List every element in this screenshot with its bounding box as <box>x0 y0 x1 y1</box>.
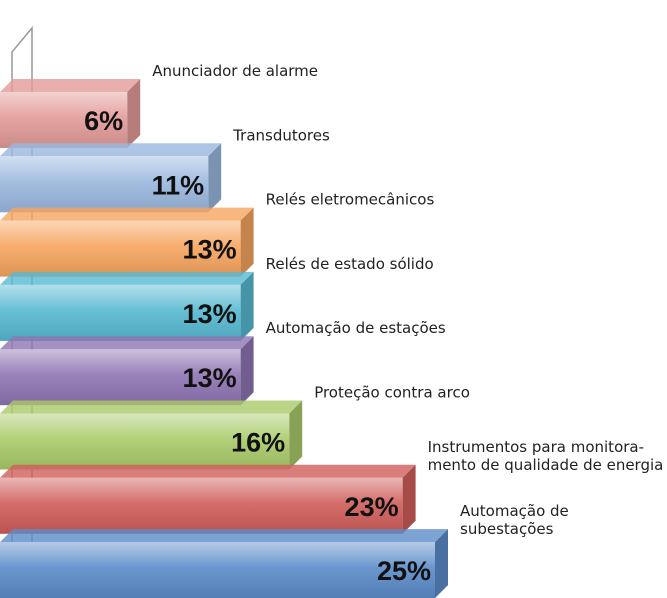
bar-shine <box>0 542 435 598</box>
bar-shine <box>0 349 241 406</box>
bar-side <box>435 529 448 598</box>
bar-side <box>289 400 303 470</box>
bar <box>0 400 303 470</box>
category-label: Automação de subestações <box>460 502 569 538</box>
category-label: Anunciador de alarme <box>152 62 318 80</box>
category-label: Proteção contra arco <box>314 384 470 402</box>
value-label: 16% <box>231 428 285 458</box>
bar <box>0 143 222 213</box>
bar-top <box>0 79 141 92</box>
category-label: Relés eletromecânicos <box>266 191 435 209</box>
bar-side <box>127 79 141 148</box>
bar-top <box>0 464 416 478</box>
value-label: 25% <box>377 556 431 586</box>
bar-top <box>0 143 222 157</box>
bar <box>0 529 448 598</box>
bar <box>0 336 254 406</box>
bar-side <box>240 207 254 277</box>
bar-shine <box>0 477 403 534</box>
bar-top <box>0 529 448 543</box>
value-label: 13% <box>183 299 237 329</box>
bar <box>0 79 141 148</box>
bar-top <box>0 207 254 221</box>
bar-top <box>0 271 254 285</box>
value-label: 11% <box>152 170 205 200</box>
bar-side <box>240 336 254 406</box>
category-label: Instrumentos para monitora-mento de qual… <box>428 438 664 474</box>
value-label: 13% <box>183 363 237 393</box>
bar-top <box>0 400 303 414</box>
bar-side <box>208 143 222 213</box>
category-label: Automação de estações <box>266 319 446 337</box>
bar <box>0 464 416 534</box>
bar-side <box>402 464 416 534</box>
category-label: Relés de estado sólido <box>266 255 434 273</box>
bar-top <box>0 336 254 350</box>
bar-shine <box>0 220 241 277</box>
value-label: 6% <box>84 106 123 136</box>
bar-shine <box>0 92 128 148</box>
bar-shine <box>0 284 241 341</box>
bar-shine <box>0 413 290 470</box>
value-label: 13% <box>183 235 237 265</box>
bar-side <box>240 271 254 341</box>
bar-shine <box>0 156 209 213</box>
bar <box>0 207 254 277</box>
bar <box>0 271 254 341</box>
value-label: 23% <box>345 492 399 522</box>
category-label: Transdutores <box>232 126 330 144</box>
